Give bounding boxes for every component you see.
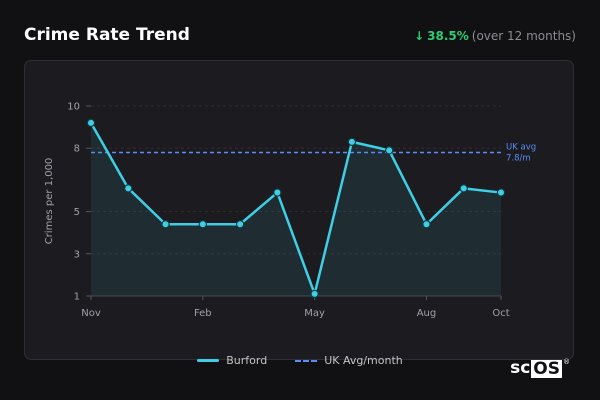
- legend-item-uk-avg[interactable]: UK Avg/month: [295, 354, 403, 367]
- data-point: [273, 188, 282, 197]
- x-tick-label: Nov: [81, 308, 101, 319]
- legend-swatch-burford: [197, 359, 220, 362]
- reference-label-line1: UK avg: [506, 142, 536, 152]
- data-point: [384, 146, 394, 155]
- data-point: [310, 289, 319, 299]
- data-point: [86, 118, 96, 128]
- y-tick-label: 3: [74, 249, 80, 260]
- change-period: (over 12 months): [471, 29, 576, 43]
- y-tick-label: 8: [74, 144, 80, 155]
- x-tick-label: Oct: [492, 308, 509, 319]
- data-point: [347, 137, 357, 147]
- x-tick-label: May: [304, 308, 325, 319]
- page-title: Crime Rate Trend: [24, 25, 190, 45]
- series-line-burford: [89, 122, 502, 296]
- chart-legend: Burford UK Avg/month: [0, 354, 600, 367]
- legend-label-uk-avg: UK Avg/month: [324, 354, 403, 367]
- legend-swatch-uk-avg: [295, 359, 318, 362]
- x-tick-label: Feb: [194, 308, 212, 319]
- rate-change-summary: ↓ 38.5% (over 12 months): [414, 29, 576, 43]
- chart-card: [24, 60, 574, 360]
- change-percentage: 38.5%: [427, 29, 469, 43]
- legend-label-burford: Burford: [226, 354, 268, 367]
- reference-label-line2: 7.8/m: [506, 153, 531, 163]
- down-arrow-icon: ↓: [414, 29, 425, 43]
- data-point: [161, 220, 170, 229]
- y-tick-label: 10: [67, 102, 80, 113]
- scos-logo: sc OS ®: [510, 358, 570, 379]
- data-point: [235, 220, 245, 229]
- y-tick-label: 1: [74, 292, 80, 303]
- x-tick-label: Aug: [417, 308, 437, 319]
- y-axis-label: Crimes per 1,000: [44, 158, 55, 245]
- data-point: [124, 184, 133, 193]
- data-point: [459, 184, 468, 193]
- legend-item-burford[interactable]: Burford: [197, 354, 267, 367]
- data-point: [496, 188, 506, 197]
- series-area-burford: [91, 122, 501, 296]
- y-tick-label: 5: [74, 207, 80, 218]
- data-point: [422, 220, 431, 229]
- data-point: [198, 220, 208, 229]
